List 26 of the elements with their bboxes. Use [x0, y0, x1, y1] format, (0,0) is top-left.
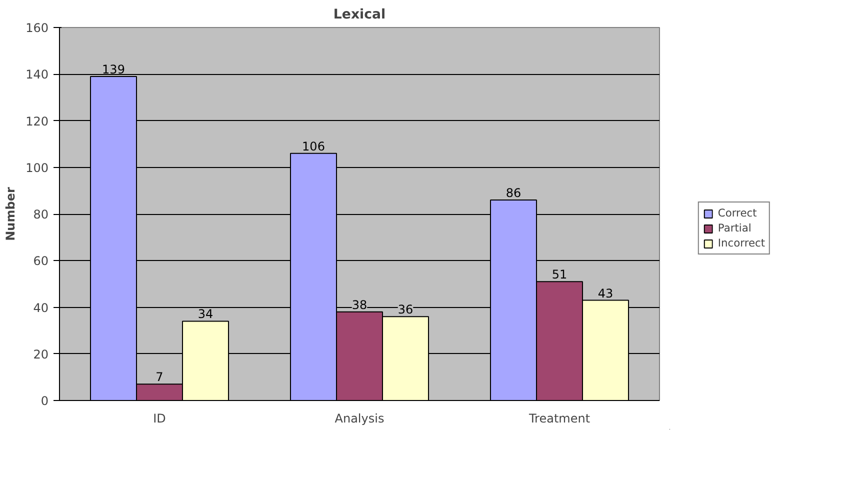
- y-tick-label: 100: [26, 160, 48, 175]
- data-label: 38: [352, 298, 368, 312]
- legend-label: Partial: [718, 222, 752, 234]
- legend-label: Incorrect: [718, 236, 766, 250]
- y-tick-label: 80: [33, 208, 49, 222]
- y-tick-label: 60: [33, 254, 49, 268]
- data-label: 86: [506, 186, 522, 200]
- y-tick-label: 120: [26, 114, 48, 128]
- legend-label: Correct: [718, 206, 757, 220]
- data-label: 34: [198, 307, 214, 322]
- y-tick-label: 20: [33, 347, 49, 362]
- chart-title: Lexical: [333, 8, 386, 22]
- data-label: 106: [302, 139, 325, 154]
- data-label: 139: [102, 62, 125, 76]
- data-label: 43: [598, 286, 614, 300]
- data-label: 51: [552, 268, 568, 282]
- x-tick-label: Treatment: [528, 412, 590, 426]
- y-axis-title: Number: [4, 187, 18, 241]
- y-tick-label: 160: [26, 21, 48, 35]
- data-label: 7: [156, 370, 164, 384]
- y-tick-label: 40: [33, 300, 49, 315]
- y-tick-label: 140: [26, 68, 48, 82]
- data-label: 36: [398, 302, 414, 317]
- y-tick-label: 0: [40, 394, 49, 408]
- x-tick-label: ID: [153, 412, 166, 426]
- x-tick-label: Analysis: [334, 412, 384, 426]
